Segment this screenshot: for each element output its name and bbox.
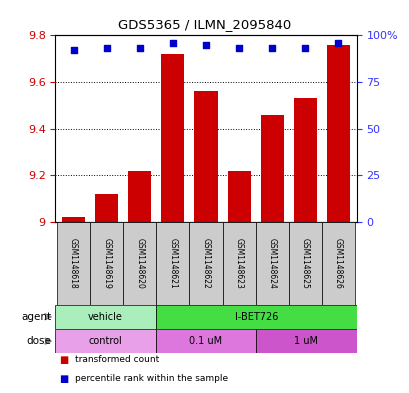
Bar xyxy=(155,305,356,329)
Text: 1 uM: 1 uM xyxy=(294,336,318,346)
Bar xyxy=(62,217,85,222)
Text: transformed count: transformed count xyxy=(75,355,159,364)
Text: ■: ■ xyxy=(59,374,69,384)
Point xyxy=(202,42,209,48)
Bar xyxy=(128,171,151,222)
Text: percentile rank within the sample: percentile rank within the sample xyxy=(75,374,227,383)
Point xyxy=(103,45,110,51)
Bar xyxy=(255,222,288,305)
Bar xyxy=(256,329,356,353)
Bar xyxy=(194,91,217,222)
Text: GSM1148619: GSM1148619 xyxy=(102,238,111,289)
Text: GSM1148624: GSM1148624 xyxy=(267,238,276,289)
Text: 0.1 uM: 0.1 uM xyxy=(189,336,222,346)
Bar xyxy=(57,222,90,305)
Text: GSM1148626: GSM1148626 xyxy=(333,238,342,289)
Text: agent: agent xyxy=(21,312,51,322)
Point xyxy=(335,40,341,46)
Bar xyxy=(55,329,155,353)
Text: GSM1148621: GSM1148621 xyxy=(168,238,177,289)
Bar xyxy=(222,222,255,305)
Text: GSM1148620: GSM1148620 xyxy=(135,238,144,289)
Bar xyxy=(123,222,156,305)
Point xyxy=(268,45,275,51)
Bar xyxy=(55,305,155,329)
Text: GSM1148625: GSM1148625 xyxy=(300,238,309,289)
Text: vehicle: vehicle xyxy=(88,312,123,322)
Bar xyxy=(155,329,256,353)
Text: GDS5365 / ILMN_2095840: GDS5365 / ILMN_2095840 xyxy=(118,18,291,31)
Text: control: control xyxy=(88,336,122,346)
Point xyxy=(235,45,242,51)
Bar xyxy=(288,222,321,305)
Text: GSM1148618: GSM1148618 xyxy=(69,238,78,289)
Text: I-BET726: I-BET726 xyxy=(234,312,277,322)
Point xyxy=(169,40,176,46)
Text: GSM1148622: GSM1148622 xyxy=(201,238,210,289)
Point xyxy=(136,45,143,51)
Bar xyxy=(95,194,118,222)
Bar xyxy=(161,54,184,222)
Bar xyxy=(189,222,222,305)
Text: ■: ■ xyxy=(59,355,69,365)
Point xyxy=(70,47,76,53)
Bar xyxy=(227,171,250,222)
Text: dose: dose xyxy=(26,336,51,346)
Bar xyxy=(90,222,123,305)
Bar xyxy=(326,45,349,222)
Point xyxy=(301,45,308,51)
Bar xyxy=(321,222,354,305)
Bar xyxy=(293,98,316,222)
Bar xyxy=(260,115,283,222)
Text: GSM1148623: GSM1148623 xyxy=(234,238,243,289)
Bar xyxy=(156,222,189,305)
